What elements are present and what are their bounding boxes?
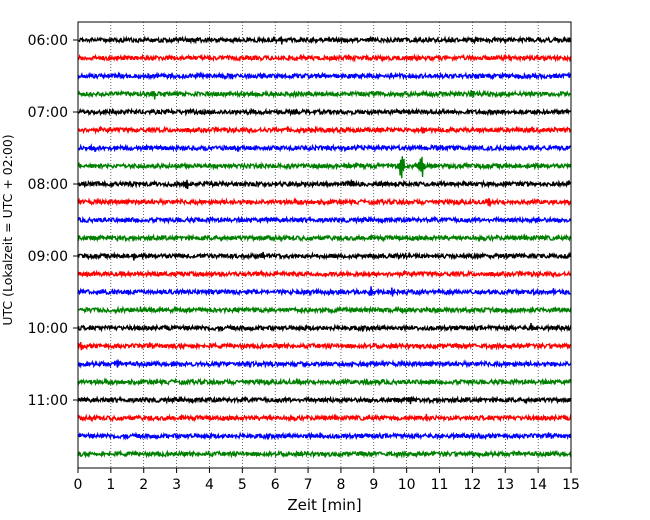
seismogram-trace — [77, 197, 572, 207]
seismogram-trace — [77, 341, 572, 351]
y-tick-label: 10:00 — [28, 321, 68, 337]
y-tick-label: 09:00 — [28, 249, 68, 265]
seismogram-trace — [77, 71, 572, 81]
seismogram-trace — [77, 233, 572, 243]
x-axis-label: Zeit [min] — [287, 496, 361, 514]
seismogram-trace — [77, 179, 572, 190]
seismogram-trace — [77, 449, 572, 459]
seismogram-trace — [77, 322, 572, 333]
seismogram-traces — [77, 35, 572, 459]
x-tick-label: 10 — [398, 477, 416, 493]
seismogram-trace — [77, 53, 572, 63]
seismogram-trace — [77, 251, 572, 261]
seismogram-trace — [77, 156, 572, 179]
seismogram-trace — [77, 143, 572, 153]
x-tick-label: 3 — [172, 477, 181, 493]
seismogram-trace — [77, 413, 572, 423]
y-tick-label: 08:00 — [28, 177, 68, 193]
x-tick-label: 4 — [205, 477, 214, 493]
x-tick-label: 5 — [238, 477, 247, 493]
x-tick-label: 14 — [529, 477, 547, 493]
x-tick-label: 9 — [369, 477, 378, 493]
x-tick-label: 2 — [139, 477, 148, 493]
seismogram-trace — [77, 269, 572, 279]
seismogram-trace — [77, 359, 572, 369]
x-tick-label: 8 — [336, 477, 345, 493]
vertical-gridlines — [110, 22, 539, 468]
seismogram-trace — [77, 305, 572, 315]
y-axis-ticks: 06:00 07:00 08:00 09:00 10:00 11:00 — [28, 33, 78, 409]
seismogram-trace — [77, 377, 572, 387]
seismogram-trace — [77, 215, 572, 225]
y-tick-label: 07:00 — [28, 105, 68, 121]
seismogram-trace — [77, 35, 572, 45]
seismogram-trace — [77, 286, 572, 297]
x-tick-label: 6 — [271, 477, 280, 493]
seismogram-trace — [77, 395, 572, 405]
x-tick-label: 12 — [463, 477, 481, 493]
x-tick-label: 11 — [431, 477, 449, 493]
y-axis-label: UTC (Lokalzeit = UTC + 02:00) — [0, 134, 15, 325]
seismogram-trace — [77, 89, 572, 100]
y-tick-label: 06:00 — [28, 33, 68, 49]
x-tick-label: 13 — [496, 477, 514, 493]
y-tick-label: 11:00 — [28, 393, 68, 409]
x-tick-label: 0 — [74, 477, 83, 493]
seismogram-trace — [77, 107, 572, 117]
x-tick-label: 7 — [304, 477, 313, 493]
seismogram-trace — [77, 125, 572, 135]
x-axis-ticks: 0 1 2 3 4 5 6 7 8 9 10 11 12 13 14 15 — [74, 468, 580, 493]
x-tick-label: 1 — [106, 477, 115, 493]
plot-frame — [77, 21, 572, 469]
seismogram-trace — [77, 431, 572, 441]
x-tick-label: 15 — [562, 477, 580, 493]
